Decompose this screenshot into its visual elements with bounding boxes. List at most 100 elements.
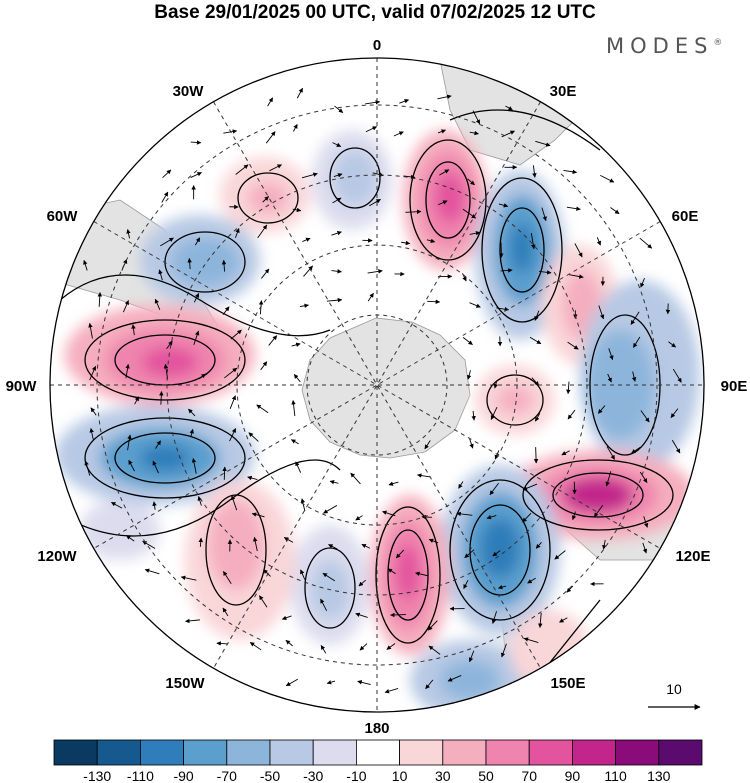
reference-vector: 10 [648,681,701,710]
wind-arrow [126,535,135,542]
colorbar-swatch [399,739,444,766]
wind-arrow [643,516,649,528]
wind-arrow [464,549,475,559]
wind-arrow [462,336,473,346]
colorbar-tick-label: -130 [83,768,111,783]
lon-label-30w: 30W [173,83,205,100]
wind-arrow [437,129,446,134]
wind-arrow [166,340,173,350]
wind-arrow [265,131,276,144]
lon-label-30e: 30E [550,83,577,100]
wind-arrow [89,427,94,440]
wind-arrow [469,130,479,136]
wind-arrow [110,501,123,509]
wind-arrow [299,303,309,309]
wind-arrow [334,105,344,113]
wind-arrow [229,428,237,442]
wind-arrow [401,240,411,246]
registered-mark: ® [713,38,723,48]
wind-arrow [291,342,301,347]
wind-arrow [131,324,136,336]
longitude-labels: 0 30E 60E 90E 120E 150E 180 150W 120W 90… [6,37,748,737]
wind-arrow [569,274,584,279]
wind-arrow [388,481,399,486]
wind-arrow [539,270,552,275]
wind-arrow [529,336,542,345]
reference-vector-label: 10 [666,681,682,697]
wind-arrow [333,173,343,178]
colorbar-swatch [572,739,617,766]
wind-arrow [532,165,537,178]
wind-arrow [403,174,416,180]
wind-arrow [365,126,378,133]
wind-arrow [357,680,371,686]
lon-label-60e: 60E [672,208,699,225]
wind-arrow [640,278,645,288]
wind-arrow [154,298,161,311]
wind-arrow [437,94,452,100]
wind-arrow [161,191,169,203]
wind-arrows [83,87,682,694]
wind-arrow [142,540,156,549]
wind-arrow [421,514,432,520]
wind-arrow [83,259,88,271]
colorbar-tick-label: -90 [173,768,193,783]
wind-arrow [267,97,274,107]
wind-arrow [522,512,532,523]
wind-arrow [417,473,431,478]
colorbar-swatch [53,739,98,766]
wind-arrow [486,514,497,520]
wind-arrow [415,571,429,577]
wind-arrow [535,542,542,549]
wind-arrow [326,680,336,685]
wind-arrow [405,209,422,214]
wind-arrow [490,406,498,420]
wind-arrow [467,178,475,186]
wind-arrow [261,268,270,279]
wind-arrow [193,330,200,345]
wind-arrow [320,644,327,654]
wind-arrow [331,269,342,274]
brand-text: MODES [606,34,714,58]
colorbar-swatch [355,739,400,766]
wind-arrow [399,99,410,104]
wind-arrow [533,447,539,464]
wind-arrow [249,642,262,651]
wind-arrow [293,374,301,383]
wind-arrow [259,595,268,608]
wind-arrow [97,292,103,307]
wind-arrow [302,237,311,243]
wind-arrow [631,371,637,382]
wind-arrow [198,537,204,547]
wind-arrow [128,459,135,472]
colorbar-swatch [139,739,184,766]
wind-arrow [563,169,578,175]
wind-arrow [500,643,507,658]
wind-arrow [355,515,363,521]
wind-arrow [426,238,436,244]
colorbar-tick-label: 50 [478,768,494,783]
wind-arrow [640,410,650,423]
wind-arrow [84,460,91,476]
lon-label-150w: 150W [165,675,205,692]
wind-arrow [393,131,404,137]
wind-arrow [567,341,579,350]
wind-arrow [559,617,568,623]
wind-arrow [328,544,338,550]
wind-arrow [607,373,612,383]
wind-arrow [566,206,581,211]
map-field [50,58,704,712]
wind-arrow [593,504,604,518]
wind-arrow [466,370,472,380]
wind-arrow [605,471,612,487]
wind-arrow [469,230,481,236]
colorbar-tick-label: 70 [521,768,537,783]
colorbar-swatch [183,739,228,766]
wind-arrow [458,481,464,489]
wind-arrow [88,322,93,339]
lon-label-90e: 90E [721,378,748,395]
wind-arrow [230,329,242,340]
wind-arrow [395,549,405,559]
wind-arrow [428,538,439,544]
wind-arrow [359,643,368,651]
